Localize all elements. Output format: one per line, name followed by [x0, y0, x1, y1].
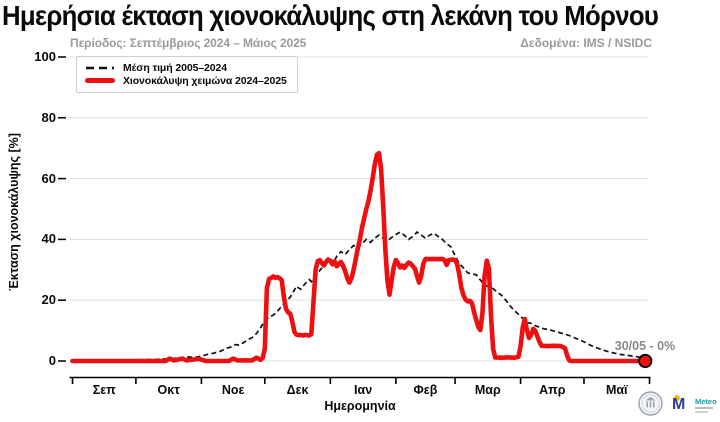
- y-tick-label: 40: [41, 231, 56, 247]
- x-month-label: Φεβ: [413, 383, 438, 397]
- mean-series-line: [72, 230, 650, 361]
- meteo-tagline-line: [695, 407, 713, 409]
- y-tick-label: 0: [48, 353, 56, 368]
- legend: Μέση τιμή 2005–2024 Χιονοκάλυψη χειμώνα …: [76, 56, 298, 93]
- red-line-icon: [85, 78, 115, 83]
- x-axis-label: Ημερομηνία: [324, 399, 396, 413]
- y-tick-label: 100: [34, 49, 56, 64]
- y-tick-label: 20: [41, 292, 56, 308]
- page-title: Ημερήσια έκταση χιονοκάλυψης στη λεκάνη …: [2, 0, 659, 31]
- x-month-label: Οκτ: [157, 383, 180, 397]
- meteo-dot-icon: [674, 395, 680, 401]
- end-marker-dot: [638, 353, 653, 369]
- x-month-label: Μαϊ: [605, 383, 628, 397]
- legend-item-season: Χιονοκάλυψη χειμώνα 2024–2025: [85, 74, 287, 87]
- legend-item-mean: Μέση τιμή 2005–2024: [85, 61, 287, 74]
- meteo-m-icon: M: [672, 396, 686, 413]
- x-month-label: Απρ: [539, 383, 566, 397]
- x-month-label: Μαρ: [474, 383, 501, 397]
- y-axis-label: Έκταση χιονοκάλυψης [%]: [7, 133, 21, 291]
- meteo-wordmark: Meteo: [695, 397, 717, 406]
- observatory-seal-logo: [638, 391, 663, 416]
- x-month-label: Σεπ: [92, 383, 116, 397]
- legend-label-mean: Μέση τιμή 2005–2024: [123, 61, 228, 74]
- y-tick-label: 80: [41, 109, 56, 125]
- data-source-label: Δεδομένα: IMS / NSIDC: [520, 36, 652, 50]
- meteo-logo: M Meteo: [671, 394, 719, 418]
- y-tick-label: 60: [41, 170, 56, 186]
- period-subtitle: Περίοδος: Σεπτέμβριος 2024 – Μάιος 2025: [70, 36, 307, 50]
- legend-label-season: Χιονοκάλυψη χειμώνα 2024–2025: [123, 74, 287, 87]
- x-month-label: Δεκ: [286, 383, 309, 397]
- x-month-label: Νοε: [221, 383, 245, 397]
- x-month-label: Ιαν: [354, 383, 373, 397]
- meteo-tagline-line: [695, 411, 708, 413]
- end-value-annotation: 30/05 - 0%: [614, 339, 676, 353]
- dashed-line-icon: [86, 66, 114, 69]
- season-series-line: [70, 150, 648, 364]
